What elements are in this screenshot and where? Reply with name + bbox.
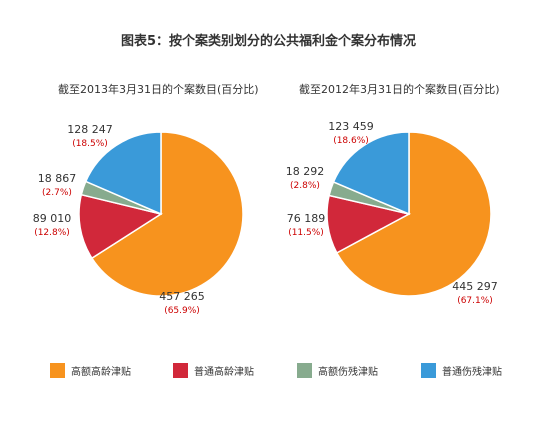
legend-swatch [50, 362, 65, 378]
pie-2012-title: 截至2012年3月31日的个案数目(百分比) [299, 83, 500, 96]
pie-2013-value-label-high-disability: 18 867 [38, 172, 77, 185]
legend-label: 普通伤残津贴 [442, 366, 502, 378]
legend-swatch [421, 362, 436, 378]
pie-2012-slice-high-elderly [335, 131, 492, 297]
pie-2013-percent-label-high-disability: (2.7%) [42, 188, 72, 198]
pie-2012-percent-label-high-elderly: (67.1%) [457, 296, 493, 306]
legend-swatch [297, 362, 312, 378]
legend-label: 普通高龄津贴 [194, 366, 254, 378]
pie-2012-percent-label-normal-disability: (18.6%) [333, 136, 369, 146]
legend-swatch [173, 362, 188, 378]
legend-label: 高额伤残津贴 [318, 366, 378, 378]
pie-2012-percent-label-normal-elderly: (11.5%) [288, 228, 324, 238]
legend-item-normal-elderly: 普通高龄津贴 [173, 362, 254, 378]
pie-2012-slice-normal-disability [332, 131, 410, 216]
pie-2013-value-label-normal-disability: 128 247 [67, 123, 113, 136]
pie-2013-percent-label-high-elderly: (65.9%) [164, 306, 200, 316]
pie-2012-value-label-normal-elderly: 76 189 [287, 212, 326, 225]
pie-2012-percent-label-high-disability: (2.8%) [290, 181, 320, 191]
pie-2013-percent-label-normal-elderly: (12.8%) [34, 228, 70, 238]
pie-2012-value-label-normal-disability: 123 459 [328, 120, 374, 133]
pie-2013-value-label-high-elderly: 457 265 [159, 290, 205, 303]
pie-2012-value-label-high-disability: 18 292 [286, 165, 325, 178]
legend-item-normal-disability: 普通伤残津贴 [421, 362, 502, 378]
pie-2013-slice-normal-elderly [78, 193, 163, 260]
pie-2012-value-label-high-elderly: 445 297 [452, 280, 498, 293]
pie-2013-slice-normal-disability [84, 131, 162, 216]
legend-item-high-disability: 高额伤残津贴 [297, 362, 378, 378]
pie-2013-title: 截至2013年3月31日的个案数目(百分比) [58, 83, 259, 96]
pie-2013-slice-high-elderly [90, 131, 244, 297]
pie-2013-percent-label-normal-disability: (18.5%) [72, 139, 108, 149]
legend-label: 高额高龄津贴 [71, 366, 131, 378]
chart-title: 图表5：按个案类别划分的公共福利金个案分布情况 [120, 34, 417, 49]
pie-2013-value-label-normal-elderly: 89 010 [33, 212, 72, 225]
legend-item-high-elderly: 高额高龄津贴 [50, 362, 131, 378]
